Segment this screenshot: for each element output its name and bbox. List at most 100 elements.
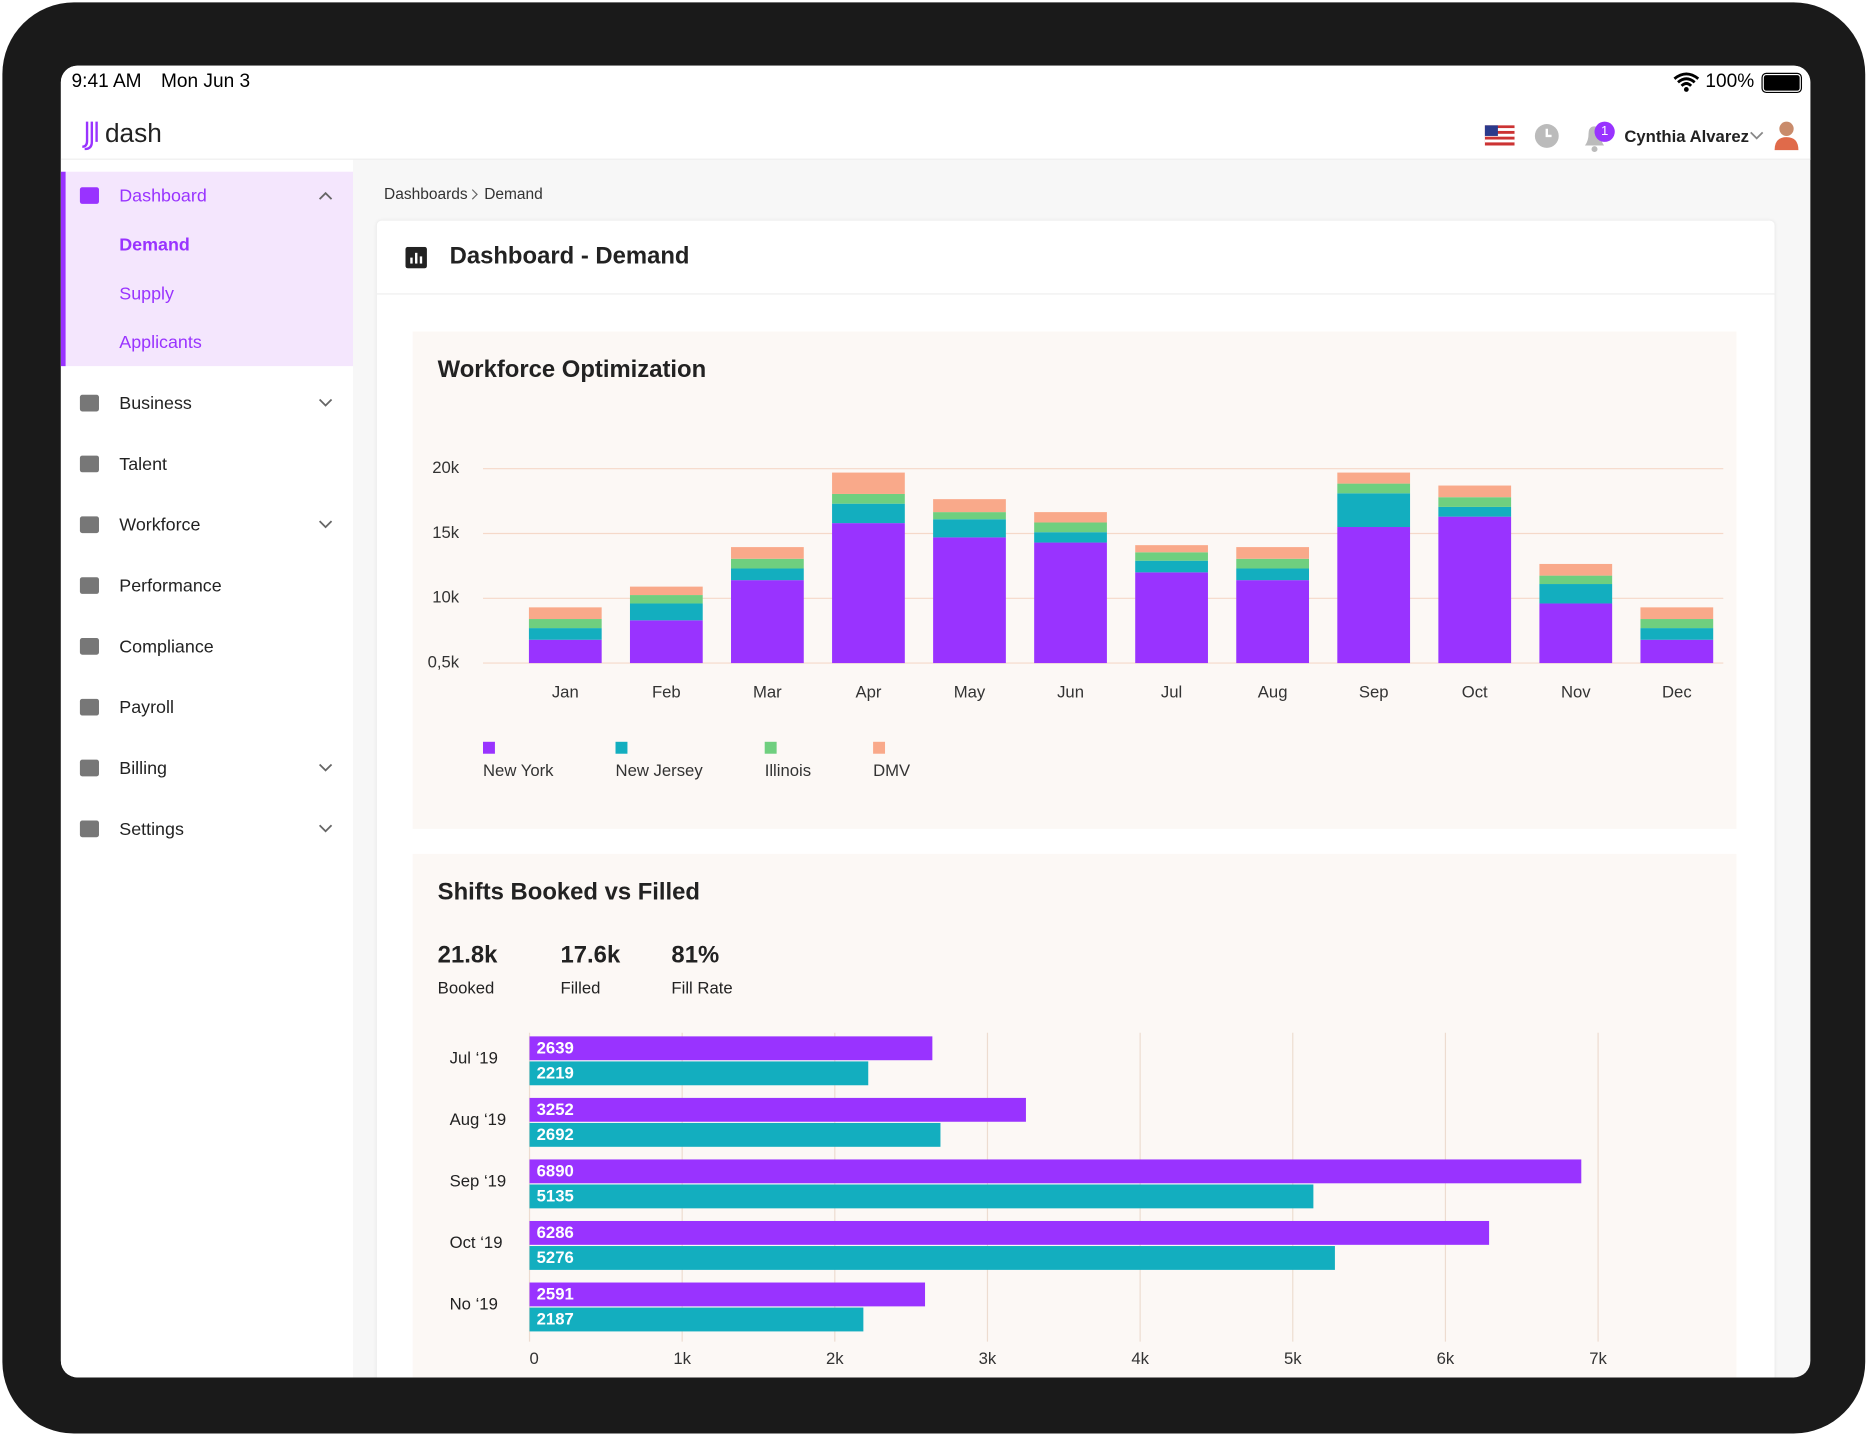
x-tick-label: 5k <box>1284 1349 1302 1368</box>
bar-segment <box>1034 522 1107 533</box>
kpi-value: 81% <box>671 942 720 969</box>
nav-subitem[interactable]: Demand <box>119 234 190 256</box>
bar <box>529 1307 864 1332</box>
nav-chevron[interactable] <box>318 763 333 773</box>
screen: 9:41 AM Mon Jun 3 100% dash 1 Cynthia Al… <box>60 65 1811 1378</box>
nav-chevron[interactable] <box>318 191 333 201</box>
bar-segment <box>933 512 1006 520</box>
nav-icon <box>79 698 99 716</box>
bar <box>529 1282 926 1307</box>
breadcrumb-item[interactable]: Dashboards <box>384 184 468 203</box>
nav-icon <box>79 516 99 534</box>
y-tick-label: 20k <box>432 458 460 477</box>
x-tick-label: Jun <box>1057 682 1084 701</box>
nav-item[interactable]: Payroll <box>119 697 174 718</box>
logo-text: dash <box>104 118 162 148</box>
bar-segment <box>1438 485 1512 498</box>
bar-segment <box>832 523 905 664</box>
x-tick-label: 0 <box>530 1349 539 1368</box>
nav-chevron[interactable] <box>318 398 333 408</box>
kpi-label: Filled <box>560 977 601 998</box>
bar-segment <box>1236 580 1310 664</box>
data-label: 6890 <box>537 1161 574 1180</box>
nav-subitem[interactable]: Applicants <box>119 332 202 354</box>
bar-segment <box>528 619 602 629</box>
legend-label: New York <box>483 761 554 780</box>
page-title: Dashboard - Demand <box>449 243 690 270</box>
nav-chevron[interactable] <box>318 824 333 834</box>
active-group <box>60 171 354 367</box>
bar-segment <box>1034 542 1107 664</box>
bar-segment <box>1135 552 1208 561</box>
bar-segment <box>731 568 804 581</box>
battery-icon <box>1761 72 1803 94</box>
bar-segment <box>1337 483 1411 494</box>
kpi-value: 21.8k <box>437 942 498 969</box>
nav-item[interactable]: Compliance <box>119 636 214 658</box>
bar-segment <box>1236 558 1310 569</box>
bar-segment <box>1135 560 1208 573</box>
bar-segment <box>731 580 804 664</box>
data-label: 2219 <box>537 1063 574 1082</box>
bar-segment <box>1034 532 1107 543</box>
x-tick-label: Jul <box>1161 682 1182 701</box>
bar <box>529 1246 1335 1270</box>
legend-swatch <box>615 741 628 754</box>
nav-item[interactable]: Billing <box>119 758 168 779</box>
bar <box>529 1061 869 1086</box>
divider <box>376 293 1775 295</box>
nav-item[interactable]: Settings <box>119 819 184 840</box>
y-tick-label: 0,5k <box>428 652 460 671</box>
data-label: 2639 <box>537 1038 574 1057</box>
legend-label: DMV <box>873 761 911 780</box>
nav-item[interactable]: Dashboard <box>119 186 207 207</box>
data-label: 5135 <box>537 1186 574 1205</box>
breadcrumb-separator <box>471 189 478 200</box>
user-chevron[interactable] <box>1750 131 1764 141</box>
x-tick-label: Dec <box>1662 682 1692 701</box>
bar <box>529 1184 1314 1209</box>
legend-swatch <box>873 741 886 754</box>
nav-item[interactable]: Workforce <box>119 515 201 536</box>
x-tick-label: 1k <box>673 1349 691 1368</box>
nav-subitem[interactable]: Supply <box>119 283 174 305</box>
bar <box>529 1122 941 1147</box>
x-tick-label: 2k <box>826 1349 844 1368</box>
legend-label: Illinois <box>765 761 811 780</box>
top-bar <box>60 65 1811 160</box>
bar-segment <box>1539 584 1613 604</box>
bar-segment <box>1135 572 1208 664</box>
status-date: Mon Jun 3 <box>161 71 251 92</box>
nav-item[interactable]: Talent <box>119 454 168 475</box>
breadcrumb-item: Demand <box>484 184 543 203</box>
chart-title: Workforce Optimization <box>438 356 707 383</box>
battery-text: 100% <box>1705 71 1755 92</box>
clock-icon[interactable] <box>1534 123 1560 149</box>
nav-icon <box>79 187 99 204</box>
bar-segment <box>1337 493 1411 528</box>
y-tick-label: Jul ‘19 <box>450 1048 498 1067</box>
nav-chevron[interactable] <box>318 520 333 530</box>
charts: Workforce Optimization 0,5k 10k 15k 20k Jan Fe… <box>428 356 1724 1368</box>
bar-segment <box>1236 568 1310 581</box>
data-label: 2187 <box>537 1309 574 1328</box>
bar <box>529 1036 933 1061</box>
x-tick-label: Feb <box>652 682 681 701</box>
x-tick-label: Sep <box>1359 682 1389 701</box>
bar-segment <box>1337 527 1411 664</box>
nav-icon <box>79 577 99 594</box>
bar-segment <box>933 519 1006 538</box>
bar-segment <box>629 595 703 604</box>
data-label: 6286 <box>537 1223 574 1242</box>
avatar[interactable] <box>1772 119 1801 151</box>
x-tick-label: 3k <box>979 1349 997 1368</box>
canvas: 9:41 AM Mon Jun 3 100% dash 1 Cynthia Al… <box>60 65 1811 1378</box>
bar-segment <box>629 620 703 664</box>
user-name[interactable]: Cynthia Alvarez <box>1624 126 1749 146</box>
x-tick-label: 4k <box>1131 1349 1149 1368</box>
nav-item[interactable]: Performance <box>119 576 222 597</box>
flag-icon[interactable] <box>1484 125 1515 146</box>
bar-segment <box>1438 497 1512 507</box>
bar-segment <box>731 547 804 559</box>
nav-item[interactable]: Business <box>119 393 192 414</box>
